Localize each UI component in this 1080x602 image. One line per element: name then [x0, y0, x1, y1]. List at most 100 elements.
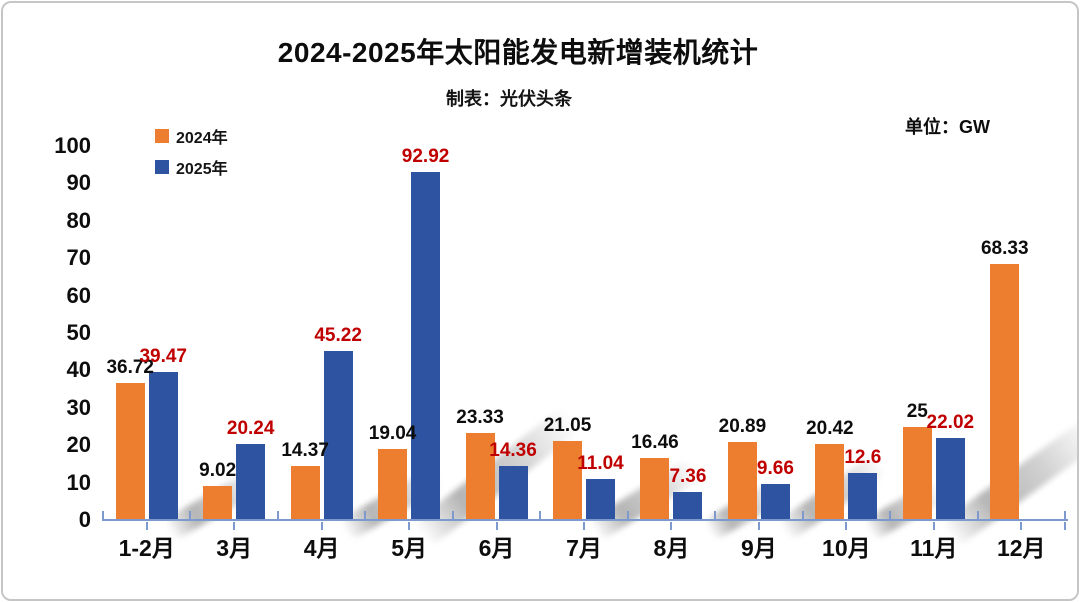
bar-2024年: [553, 441, 582, 520]
legend-label-2024: 2024年: [176, 130, 228, 147]
bar-2024年: [902, 426, 932, 520]
bar-2025年: [236, 444, 266, 520]
axis-tick: [364, 511, 367, 520]
chart-subtitle: 制表：光伏头条: [446, 89, 572, 109]
bar-2025年: [848, 472, 878, 520]
bar-2024年: [465, 432, 495, 520]
axis-tick: [276, 511, 279, 520]
value-label-2025年: 92.92: [401, 146, 450, 168]
x-axis-label: 4月: [303, 535, 340, 561]
value-label-2025年: 45.22: [314, 324, 362, 346]
axis-tick: [320, 522, 323, 530]
y-axis-label: 80: [66, 207, 91, 233]
axis-tick: [932, 522, 935, 530]
x-axis-label: 1-2月: [118, 535, 175, 561]
axis-tick: [145, 522, 148, 530]
y-axis-label: 30: [66, 394, 91, 420]
chart-title: 2024-2025年太阳能发电新增装机统计: [277, 37, 759, 68]
bar-2024年: [378, 448, 408, 520]
axis-tick: [1064, 511, 1066, 520]
bar-2024年: [290, 466, 320, 520]
x-axis-label: 7月: [566, 535, 602, 561]
axis-tick: [451, 511, 454, 520]
axis-tick: [539, 511, 542, 520]
value-label-2025年: 22.02: [926, 411, 975, 433]
axis-tick: [408, 522, 411, 530]
legend-swatch-2024-icon: [155, 129, 169, 143]
x-axis-label: 8月: [653, 535, 690, 561]
value-label-2025年: 12.6: [844, 446, 882, 468]
bar-2024年: [990, 264, 1020, 520]
bar-2025年: [498, 466, 528, 520]
value-label-2025年: 7.36: [669, 466, 707, 488]
y-axis-label: 100: [54, 133, 91, 158]
y-axis-label: 50: [66, 320, 91, 345]
bar-2024年: [115, 382, 145, 520]
axis-tick: [801, 511, 804, 520]
legend: 2024年 2025年: [155, 124, 228, 186]
axis-tick: [102, 511, 104, 520]
bar-2025年: [148, 372, 178, 520]
value-label-2025年: 20.24: [226, 418, 275, 440]
axis-tick: [1020, 522, 1023, 530]
axis-tick: [1064, 522, 1066, 530]
axis-tick: [976, 511, 979, 520]
value-label-2025年: 9.66: [756, 457, 794, 479]
bar-2025年: [411, 172, 441, 520]
bar-2024年: [640, 458, 670, 520]
bar-2024年: [815, 443, 845, 520]
y-axis-label: 60: [66, 282, 91, 308]
axis-tick: [714, 511, 717, 520]
axis-tick: [583, 522, 585, 530]
value-label-2024年: 20.42: [806, 417, 854, 439]
legend-item-2024: 2024年: [155, 124, 228, 148]
axis-tick: [845, 522, 848, 530]
bar-2025年: [935, 437, 965, 520]
x-axis-label: 11月: [910, 535, 958, 561]
axis-tick: [495, 522, 498, 530]
bar-2025年: [586, 478, 615, 520]
legend-item-2025: 2025年: [155, 155, 228, 179]
value-label-2025年: 39.47: [139, 346, 187, 368]
y-axis-label: 20: [66, 432, 91, 458]
x-axis-label: 6月: [478, 535, 515, 561]
value-label-2024年: 36.72: [106, 356, 154, 378]
value-label-2024年: 14.37: [281, 440, 329, 462]
y-axis-label: 10: [66, 469, 91, 495]
value-label-2024年: 9.02: [199, 460, 237, 482]
value-label-2024年: 23.33: [456, 406, 504, 428]
value-label-2025年: 14.36: [489, 440, 537, 462]
axis-tick: [757, 522, 760, 530]
bar-2024年: [727, 441, 757, 520]
value-label-2024年: 21.05: [543, 415, 592, 437]
bar-2025年: [673, 492, 703, 520]
axis-tick: [670, 522, 673, 530]
y-axis-label: 70: [66, 245, 91, 271]
axis-tick: [626, 511, 629, 520]
value-label-2024年: 20.89: [718, 415, 767, 437]
value-label-2025年: 11.04: [577, 452, 624, 474]
x-axis-label: 3月: [216, 535, 253, 561]
legend-swatch-2025-icon: [155, 160, 169, 174]
value-label-2024年: 25: [906, 400, 928, 422]
x-axis-label: 12月: [996, 535, 1046, 561]
y-axis-label: 40: [66, 357, 91, 383]
y-axis-label: 0: [78, 507, 91, 532]
x-axis-label: 5月: [391, 535, 427, 561]
legend-label-2025: 2025年: [176, 161, 228, 178]
axis-tick: [889, 511, 892, 520]
bar-2024年: [203, 486, 233, 520]
y-axis-label: 90: [66, 170, 91, 196]
x-axis-label: 10月: [822, 535, 871, 561]
axis-tick: [233, 522, 236, 530]
value-label-2024年: 68.33: [980, 238, 1029, 260]
unit-label: 单位：GW: [905, 117, 990, 137]
value-label-2024年: 19.04: [368, 422, 417, 444]
x-axis-line: [102, 519, 1068, 521]
value-label-2024年: 16.46: [631, 432, 679, 454]
axis-tick: [189, 511, 192, 520]
bar-2025年: [760, 483, 790, 520]
bar-2025年: [323, 350, 353, 520]
x-axis-label: 9月: [741, 535, 777, 561]
